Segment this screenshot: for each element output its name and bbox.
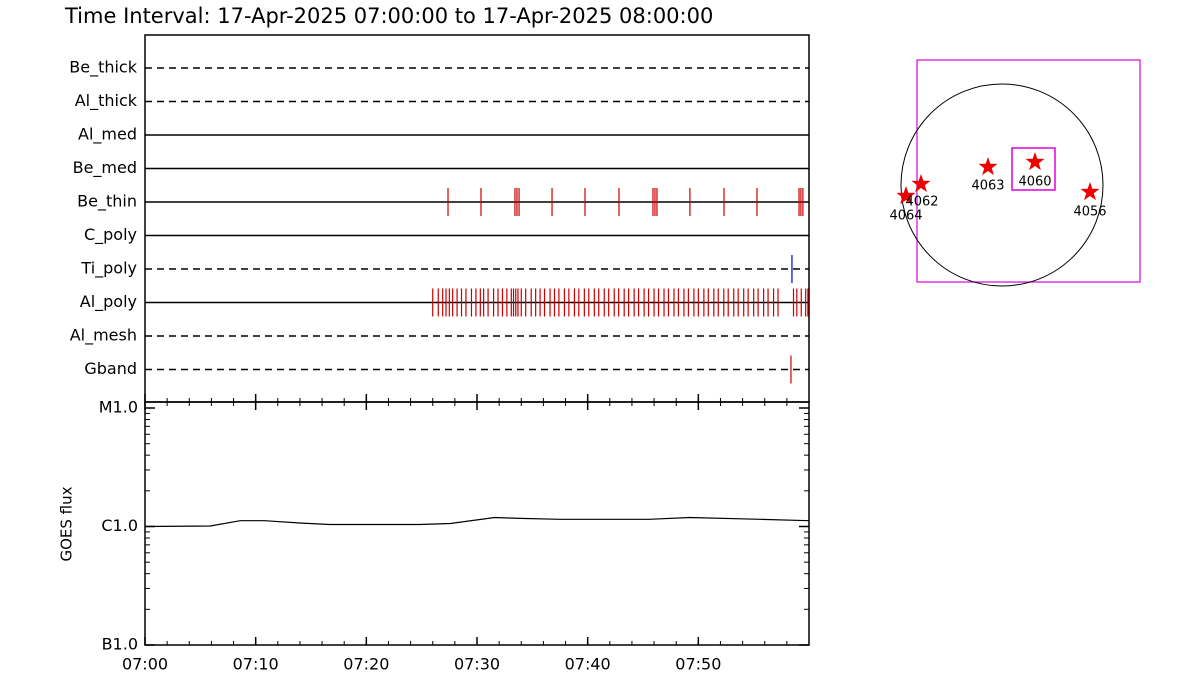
y-tick-label: M1.0 (99, 398, 138, 417)
event-frame (144, 34, 810, 403)
x-tick-label: 07:20 (343, 655, 389, 674)
y-axis-label: GOES flux (58, 486, 76, 561)
channel-label: Be_med (73, 158, 137, 178)
region-label: 4063 (971, 179, 1004, 194)
flux-frame (144, 401, 810, 646)
target-box (1011, 147, 1056, 191)
region-star (1080, 182, 1100, 201)
channel-label: Al_thick (75, 91, 138, 111)
x-tick-label: 07:50 (675, 655, 721, 674)
channel-label: Gband (84, 359, 137, 378)
map-frame (916, 59, 1141, 283)
region-label: 4056 (1073, 205, 1106, 220)
y-tick-label: C1.0 (101, 516, 138, 535)
region-star (978, 157, 998, 176)
channel-label: Be_thin (77, 192, 137, 212)
x-tick-label: 07:10 (233, 655, 279, 674)
channel-label: Ti_poly (80, 259, 137, 279)
region-label: 4060 (1018, 175, 1051, 190)
flux-line (144, 516, 810, 528)
map: 4064 4062 4063 4060 4056 (889, 59, 1141, 287)
channel-label: Al_poly (80, 292, 137, 312)
region-label: 4064 (889, 209, 922, 224)
channel-label: Al_med (78, 125, 137, 145)
x-tick-label: 07:40 (565, 655, 611, 674)
solar-disk (900, 83, 1104, 287)
x-tick-label: 07:00 (122, 655, 168, 674)
x-tick-label: 07:30 (454, 655, 500, 674)
region-star (911, 174, 931, 193)
region-star (1025, 152, 1045, 171)
y-tick-label: B1.0 (102, 635, 138, 654)
region-label: 4062 (905, 195, 938, 210)
chart-title: Time Interval: 17-Apr-2025 07:00:00 to 1… (64, 4, 713, 28)
channel-label: Al_mesh (70, 326, 137, 346)
channel-label: C_poly (84, 225, 137, 245)
channel-label: Be_thick (69, 58, 137, 78)
